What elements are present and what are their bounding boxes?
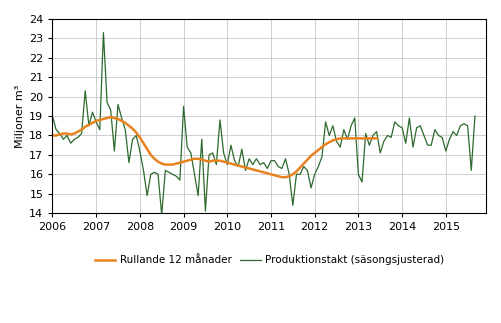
Rullande 12 månader (93, 119, 99, 123)
Produktionstakt (säsongsjusterad) (170, 172, 176, 176)
Rullande 12 månader (279, 175, 285, 179)
Rullande 12 månader (283, 175, 289, 179)
Produktionstakt (säsongsjusterad) (246, 157, 252, 161)
Produktionstakt (säsongsjusterad) (50, 114, 56, 118)
Produktionstakt (säsongsjusterad) (133, 133, 139, 137)
Legend: Rullande 12 månader, Produktionstakt (säsongsjusterad): Rullande 12 månader, Produktionstakt (sä… (90, 251, 448, 270)
Line: Produktionstakt (säsongsjusterad): Produktionstakt (säsongsjusterad) (53, 33, 475, 215)
Rullande 12 månader (326, 140, 332, 144)
Y-axis label: Miljoner m³: Miljoner m³ (15, 84, 25, 148)
Produktionstakt (säsongsjusterad) (151, 171, 157, 174)
Produktionstakt (säsongsjusterad) (450, 130, 456, 133)
Rullande 12 månader (108, 115, 114, 119)
Line: Rullande 12 månader: Rullande 12 månader (53, 117, 377, 177)
Produktionstakt (säsongsjusterad) (159, 213, 165, 217)
Rullande 12 månader (366, 136, 372, 140)
Rullande 12 månader (50, 133, 56, 137)
Rullande 12 månader (374, 136, 380, 140)
Rullande 12 månader (151, 157, 157, 161)
Produktionstakt (säsongsjusterad) (100, 31, 106, 35)
Produktionstakt (säsongsjusterad) (472, 114, 478, 118)
Rullande 12 månader (334, 137, 340, 141)
Produktionstakt (säsongsjusterad) (140, 169, 146, 172)
